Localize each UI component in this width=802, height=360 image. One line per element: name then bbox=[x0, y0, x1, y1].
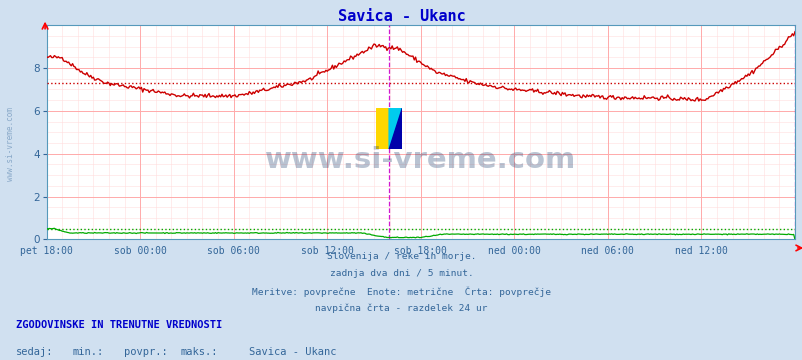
Text: Savica - Ukanc: Savica - Ukanc bbox=[249, 347, 336, 357]
Text: Meritve: povprečne  Enote: metrične  Črta: povprečje: Meritve: povprečne Enote: metrične Črta:… bbox=[252, 287, 550, 297]
Text: sob 06:00: sob 06:00 bbox=[207, 246, 260, 256]
Text: maks.:: maks.: bbox=[180, 347, 218, 357]
Text: ZGODOVINSKE IN TRENUTNE VREDNOSTI: ZGODOVINSKE IN TRENUTNE VREDNOSTI bbox=[16, 320, 222, 330]
Text: sedaj:: sedaj: bbox=[16, 347, 54, 357]
Text: www.si-vreme.com: www.si-vreme.com bbox=[265, 146, 576, 174]
Text: min.:: min.: bbox=[72, 347, 103, 357]
Text: ned 06:00: ned 06:00 bbox=[581, 246, 634, 256]
Polygon shape bbox=[375, 108, 389, 149]
Text: www.si-vreme.com: www.si-vreme.com bbox=[6, 107, 15, 181]
Text: sob 18:00: sob 18:00 bbox=[394, 246, 447, 256]
Text: pet 18:00: pet 18:00 bbox=[20, 246, 73, 256]
Text: ned 00:00: ned 00:00 bbox=[488, 246, 540, 256]
Text: Savica - Ukanc: Savica - Ukanc bbox=[337, 9, 465, 24]
Text: ned 12:00: ned 12:00 bbox=[674, 246, 727, 256]
Text: Slovenija / reke in morje.: Slovenija / reke in morje. bbox=[326, 252, 476, 261]
Text: povpr.:: povpr.: bbox=[124, 347, 168, 357]
Polygon shape bbox=[389, 108, 402, 149]
Text: sob 00:00: sob 00:00 bbox=[114, 246, 166, 256]
Text: sob 12:00: sob 12:00 bbox=[301, 246, 353, 256]
Text: navpična črta - razdelek 24 ur: navpična črta - razdelek 24 ur bbox=[315, 304, 487, 313]
Text: zadnja dva dni / 5 minut.: zadnja dva dni / 5 minut. bbox=[329, 269, 473, 278]
Polygon shape bbox=[389, 108, 402, 149]
